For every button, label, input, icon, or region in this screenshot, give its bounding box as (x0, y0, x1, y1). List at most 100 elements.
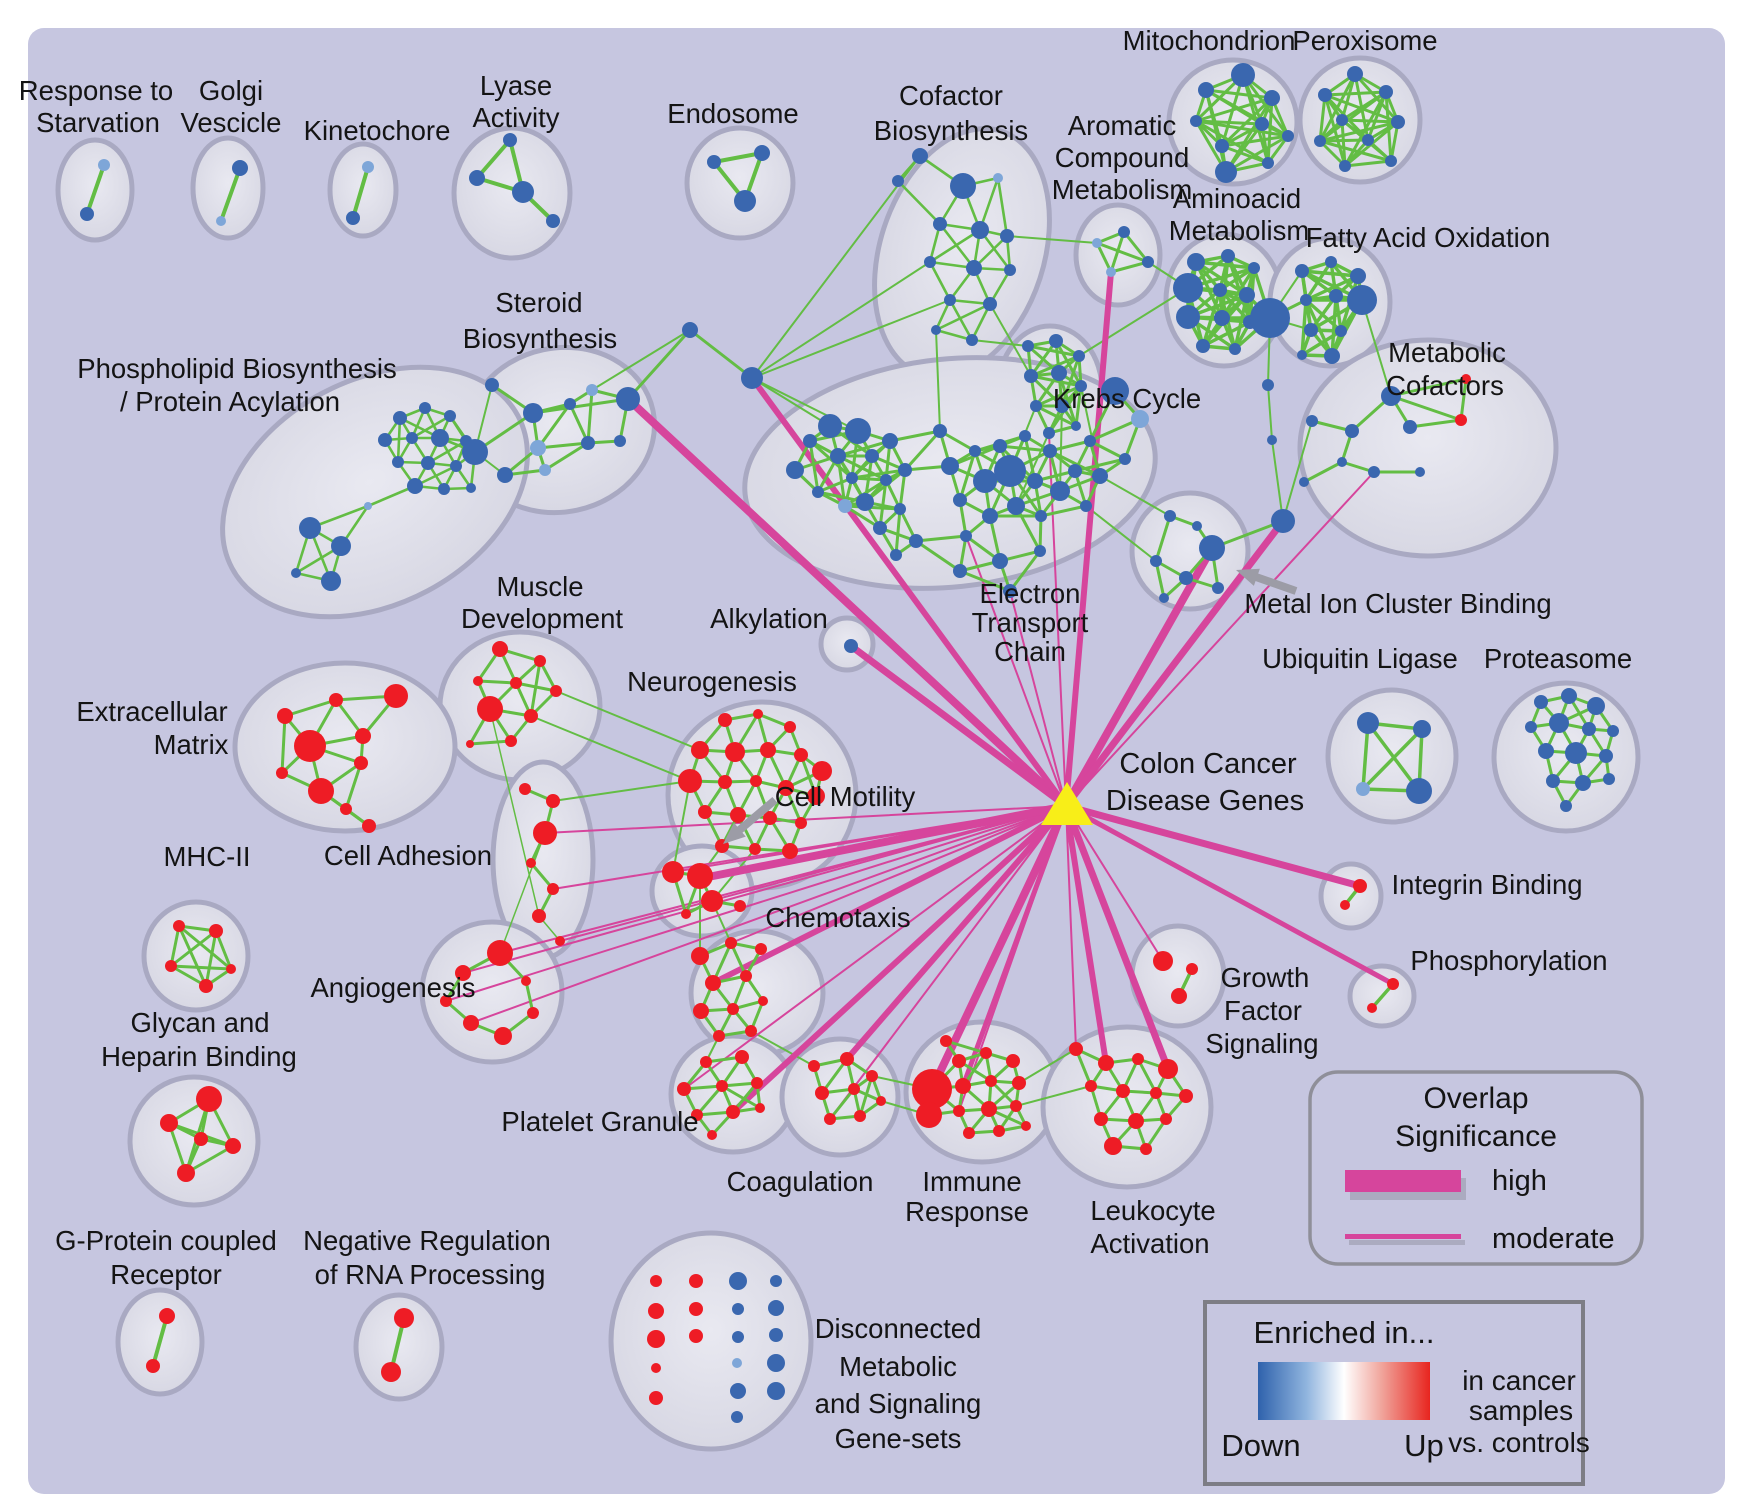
gene-set-node (1340, 900, 1350, 910)
gene-set-node (960, 530, 972, 542)
gene-set-node (993, 1125, 1005, 1137)
gene-set-node (407, 478, 423, 494)
enrichment-edge (751, 377, 831, 427)
gene-set-node (1387, 978, 1399, 990)
moderate-bar-shadow (1349, 1240, 1465, 1245)
gene-set-node (912, 1069, 952, 1109)
label-metabolic-cofactors: Cofactors (1386, 370, 1504, 401)
gene-set-node (1599, 749, 1613, 763)
moderate-label: moderate (1492, 1223, 1615, 1255)
overlap-edge-moderate (1065, 471, 1375, 807)
gene-set-node (740, 970, 752, 982)
enrichment-edge (476, 679, 518, 685)
gene-set-node (691, 947, 709, 965)
gene-set-node (546, 794, 560, 808)
gene-set-node (586, 384, 598, 396)
cluster-bubble-angiogenesis (419, 919, 565, 1065)
gene-set-node (1271, 509, 1295, 533)
gene-set-node (983, 297, 997, 311)
gene-set-node (1068, 464, 1082, 478)
overlap-edge-high (624, 395, 1070, 810)
gene-set-node (362, 161, 374, 173)
gene-set-node (614, 435, 626, 447)
gene-set-node (725, 937, 737, 949)
label-muscle-development: Development (461, 603, 623, 634)
gene-set-node (687, 863, 713, 889)
enrichment-edge (836, 454, 847, 508)
gene-set-node (1092, 238, 1102, 248)
gene-set-node (824, 1113, 836, 1125)
gene-set-node (505, 735, 517, 747)
overlap-edge-high (1062, 802, 1172, 1073)
label-angiogenesis: Angiogenesis (310, 972, 475, 1003)
gene-set-node (1150, 555, 1162, 567)
gene-set-node (894, 503, 906, 515)
gene-set-node (705, 975, 721, 991)
gene-set-node (882, 433, 898, 449)
gene-set-node (473, 676, 483, 686)
enrichment-edge (808, 439, 820, 494)
gene-set-node (276, 767, 288, 779)
label-coagulation: Coagulation (727, 1166, 874, 1197)
enrichment-edge (1201, 320, 1252, 348)
enrichment-edge (1095, 241, 1150, 264)
enrichment-edge (751, 155, 921, 379)
gene-set-node (1357, 712, 1379, 734)
enrichment-edge (751, 261, 931, 379)
label-proteasome: Proteasome (1484, 643, 1632, 674)
gene-set-node (807, 787, 825, 805)
enrichment-edge (529, 659, 542, 718)
enrichment-edge (568, 402, 590, 445)
gene-set-node (438, 483, 450, 495)
gene-set-node (966, 334, 978, 346)
gene-set-node (1391, 115, 1405, 129)
label-growth-factor-signaling: Signaling (1205, 1028, 1318, 1059)
enrichment-edge (958, 569, 1012, 593)
gene-set-node (299, 517, 321, 539)
gene-set-node (815, 1086, 829, 1100)
legend-enriched-title: Enriched in... (1254, 1315, 1435, 1350)
gene-set-node (876, 1096, 886, 1106)
enrichment-edge (1340, 118, 1347, 168)
gene-set-node (726, 1105, 740, 1119)
enrichment-gradient-bar (1258, 1362, 1430, 1420)
label-cell-adhesion: Cell Adhesion (324, 840, 492, 871)
gene-set-node (725, 742, 745, 762)
overlap-edge-high (928, 802, 1070, 1093)
gene-set-node (1267, 435, 1277, 445)
gene-set-node (750, 775, 762, 787)
label-negative-regulation-of-rna-processing: of RNA Processing (315, 1259, 546, 1290)
gene-set-node (1212, 582, 1224, 594)
enrichment-edge (204, 929, 218, 988)
legend-overlap-title: Overlap (1423, 1082, 1528, 1115)
gene-set-node (421, 456, 435, 470)
gene-set-node (1300, 294, 1312, 306)
cell-motility-arrow-head (723, 822, 746, 844)
gene-set-node (1116, 1084, 1130, 1098)
enrichment-edge (1318, 90, 1388, 143)
enrichment-edge (177, 924, 233, 971)
gene-set-node (707, 155, 721, 169)
gene-set-node (1050, 481, 1070, 501)
overlap-edge-high (730, 803, 1069, 1115)
gene-set-node (524, 709, 538, 723)
label-platelet-granule: Platelet Granule (501, 1106, 698, 1137)
overlap-edge-moderate (470, 805, 1067, 1024)
gene-set-node (795, 817, 807, 829)
gene-set-node (1075, 380, 1087, 392)
gene-set-node (677, 1082, 691, 1096)
gene-set-node (1335, 325, 1347, 337)
enrichment-edge (751, 299, 951, 379)
enrichment-edge (1300, 269, 1360, 278)
enrichment-edge (1006, 235, 1098, 244)
enrichment-edge (1026, 344, 1081, 358)
enrichment-edge (530, 715, 691, 782)
gene-set-node (1582, 722, 1596, 736)
gene-set-node (1179, 1089, 1193, 1103)
gene-set-node (753, 709, 763, 719)
enrichment-edge (816, 476, 854, 494)
gene-set-node (1255, 117, 1269, 131)
gene-set-node (980, 1047, 992, 1059)
enrichment-edge (366, 484, 417, 508)
label-cofactor-biosynthesis: Cofactor (899, 80, 1003, 111)
